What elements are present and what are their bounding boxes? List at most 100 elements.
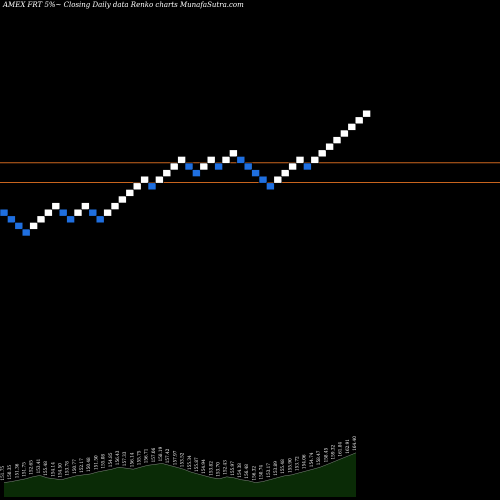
up-brick — [295, 156, 305, 164]
up-brick — [362, 109, 371, 118]
volume-label: 151.75 — [22, 462, 27, 477]
up-brick — [169, 162, 179, 171]
volume-label: 152.17 — [79, 458, 84, 473]
up-brick — [51, 202, 61, 210]
up-brick — [81, 202, 90, 210]
down-brick — [66, 215, 75, 224]
down-brick — [251, 169, 260, 177]
volume-label: 164.40 — [352, 436, 357, 451]
chart-title: AMEX FRT 5%~ Closing Daily data Renko ch… — [3, 1, 244, 9]
volume-label: 151.36 — [14, 463, 19, 478]
volume-label: 155.75 — [137, 450, 142, 465]
up-brick — [103, 208, 112, 217]
up-brick — [177, 156, 186, 164]
down-brick — [214, 162, 223, 171]
volume-label: 154.14 — [50, 462, 55, 477]
volume-label: 157.97 — [172, 450, 177, 465]
volume-label: 158.47 — [316, 450, 321, 465]
volume-label: 155.08 — [101, 454, 106, 469]
down-brick — [21, 228, 31, 237]
up-brick — [221, 156, 231, 164]
volume-label: 157.33 — [122, 451, 127, 466]
up-brick — [229, 149, 238, 158]
volume-label: 156.14 — [129, 452, 134, 467]
up-brick — [118, 195, 127, 204]
volume-label: 150.74 — [259, 465, 264, 480]
up-brick — [125, 189, 135, 197]
volume-label: 151.50 — [93, 455, 98, 470]
volume-label: 152.43 — [223, 460, 228, 475]
up-brick — [340, 129, 349, 138]
volume-label: 154.50 — [58, 463, 63, 478]
down-brick — [58, 208, 68, 217]
down-brick — [266, 182, 275, 191]
up-brick — [206, 156, 216, 164]
volume-label: 153.17 — [266, 463, 271, 478]
down-brick — [236, 156, 246, 164]
down-brick — [7, 215, 16, 224]
down-brick — [14, 222, 24, 230]
volume-label: 151.75 — [0, 466, 5, 481]
volume-label: 152.65 — [29, 460, 34, 475]
up-brick — [140, 175, 149, 184]
volume-label: 154.06 — [302, 454, 307, 469]
up-brick — [325, 142, 334, 151]
up-brick — [199, 162, 209, 171]
volume-label: 153.52 — [180, 452, 185, 467]
volume-label: 154.85 — [108, 452, 113, 467]
up-brick — [288, 162, 297, 171]
volume-label: 159.32 — [330, 445, 335, 460]
volume-label: 155.97 — [230, 461, 235, 476]
volume-label: 153.89 — [273, 461, 278, 476]
volume-area — [4, 452, 356, 497]
volume-label: 156.32 — [251, 466, 256, 481]
volume-label: 155.48 — [43, 461, 48, 476]
volume-label: 157.06 — [151, 447, 156, 462]
up-brick — [273, 175, 283, 184]
down-brick — [303, 162, 312, 171]
up-brick — [29, 222, 38, 230]
volume-label: 154.38 — [237, 463, 242, 478]
up-brick — [317, 149, 327, 158]
volume-label: 161.84 — [338, 442, 343, 457]
up-brick — [44, 208, 53, 217]
volume-label: 156.43 — [115, 450, 120, 465]
down-brick — [243, 162, 253, 171]
up-brick — [310, 156, 320, 164]
volume-label: 154.74 — [309, 452, 314, 467]
volume-label: 157.42 — [165, 448, 170, 463]
up-brick — [36, 215, 46, 224]
volume-label: 162.91 — [345, 439, 350, 454]
volume-label: 156.48 — [244, 464, 249, 479]
volume-label: 155.87 — [194, 457, 199, 472]
volume-line — [3, 452, 357, 483]
volume-label: 153.41 — [36, 458, 41, 473]
down-brick — [147, 182, 157, 191]
volume-label: 155.34 — [187, 455, 192, 470]
volume-label: 156.71 — [144, 448, 149, 463]
down-brick — [192, 169, 201, 177]
down-brick — [184, 162, 194, 171]
volume-label: 158.19 — [158, 446, 163, 461]
up-brick — [354, 116, 364, 125]
up-brick — [162, 169, 172, 177]
volume-label: 154.94 — [201, 459, 206, 474]
volume-label: 155.90 — [287, 458, 292, 473]
up-brick — [110, 202, 120, 210]
up-brick — [332, 136, 342, 144]
volume-label: 153.70 — [216, 462, 221, 477]
down-brick — [88, 208, 98, 217]
up-brick — [155, 175, 164, 184]
down-brick — [258, 175, 268, 184]
volume-label: 150.48 — [86, 457, 91, 472]
volume-label: 150.77 — [72, 459, 77, 474]
volume-label: 158.45 — [323, 447, 328, 462]
volume-label: 153.78 — [65, 461, 70, 476]
down-brick — [95, 215, 105, 224]
up-brick — [73, 208, 83, 217]
volume-label: 155.48 — [280, 459, 285, 474]
up-brick — [132, 182, 142, 191]
up-brick — [280, 169, 290, 177]
volume-label: 153.82 — [208, 461, 213, 476]
